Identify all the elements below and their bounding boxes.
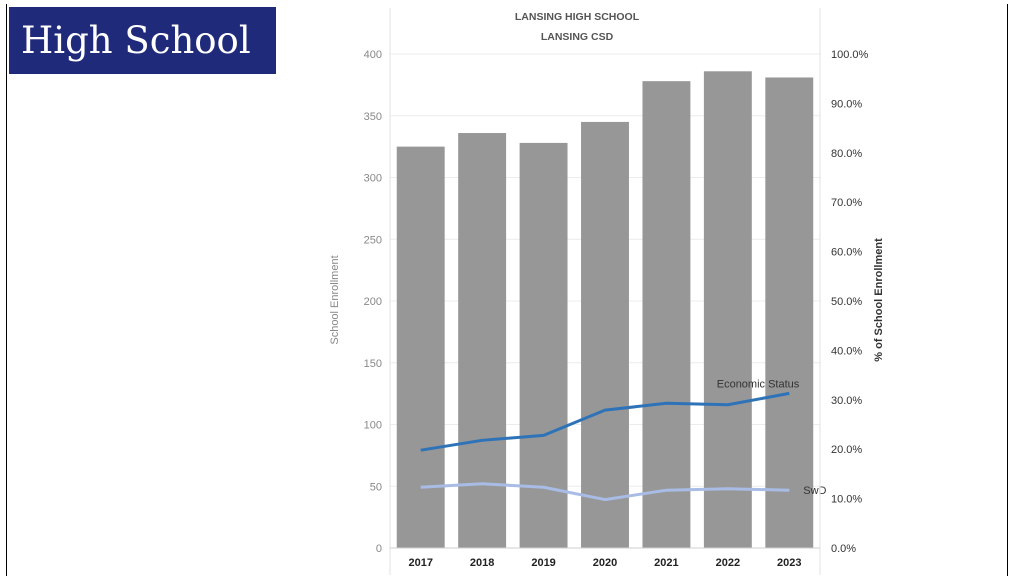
slide-heading: High School [9, 7, 276, 74]
y2-tick-label: 80.0% [831, 148, 862, 160]
y2-tick-label: 90.0% [831, 98, 862, 110]
y2-tick-label: 100.0% [831, 49, 869, 61]
bar [703, 71, 752, 548]
x-tick-label: 2020 [593, 557, 617, 569]
y2-tick-label: 40.0% [831, 345, 862, 357]
y-tick-label: 150 [364, 358, 382, 370]
y2-axis-label: % of School Enrollment [873, 238, 885, 362]
bar [581, 121, 629, 549]
series-line [420, 391, 790, 452]
y2-tick-label: 60.0% [831, 247, 862, 259]
chart-subtitle: LANSING CSD [541, 31, 614, 43]
y2-tick-label: 50.0% [831, 296, 862, 308]
y-tick-label: 400 [364, 49, 382, 61]
y2-tick-label: 70.0% [831, 197, 862, 209]
series-label: Economic Status [717, 378, 800, 390]
bar [519, 142, 568, 549]
axes: 0 50 100 150 200 250 300 350 400 0.0% 10.0% 20.0% 30… [364, 8, 869, 575]
bars [396, 71, 814, 549]
x-tick-label: 2021 [654, 557, 678, 569]
x-tick-label: 2022 [716, 557, 740, 569]
y-tick-label: 50 [370, 481, 382, 493]
x-tick-label: 2018 [470, 557, 494, 569]
bar [765, 77, 814, 548]
chart-title: LANSING HIGH SCHOOL [515, 11, 640, 23]
bar [396, 146, 445, 548]
y-tick-label: 250 [364, 234, 382, 246]
y2-tick-label: 0.0% [831, 543, 856, 555]
y2-tick-label: 20.0% [831, 444, 862, 456]
series-label: SwD [803, 485, 826, 497]
x-tick-label: 2019 [531, 557, 555, 569]
series-line [420, 482, 790, 502]
y-tick-label: 0 [376, 543, 382, 555]
x-tick-label: 2023 [777, 557, 801, 569]
series-lines: Economic Status SwD [420, 378, 827, 502]
y-tick-label: 350 [364, 111, 382, 123]
y-axis-label: School Enrollment [329, 255, 341, 344]
y-tick-label: 100 [364, 420, 382, 432]
slide-frame [6, 4, 1008, 576]
bar [642, 81, 691, 549]
y2-tick-label: 10.0% [831, 494, 862, 506]
y-tick-label: 300 [364, 173, 382, 185]
bar [458, 133, 507, 549]
x-tick-label: 2017 [408, 557, 432, 569]
y-tick-label: 200 [364, 296, 382, 308]
y2-tick-label: 30.0% [831, 395, 862, 407]
